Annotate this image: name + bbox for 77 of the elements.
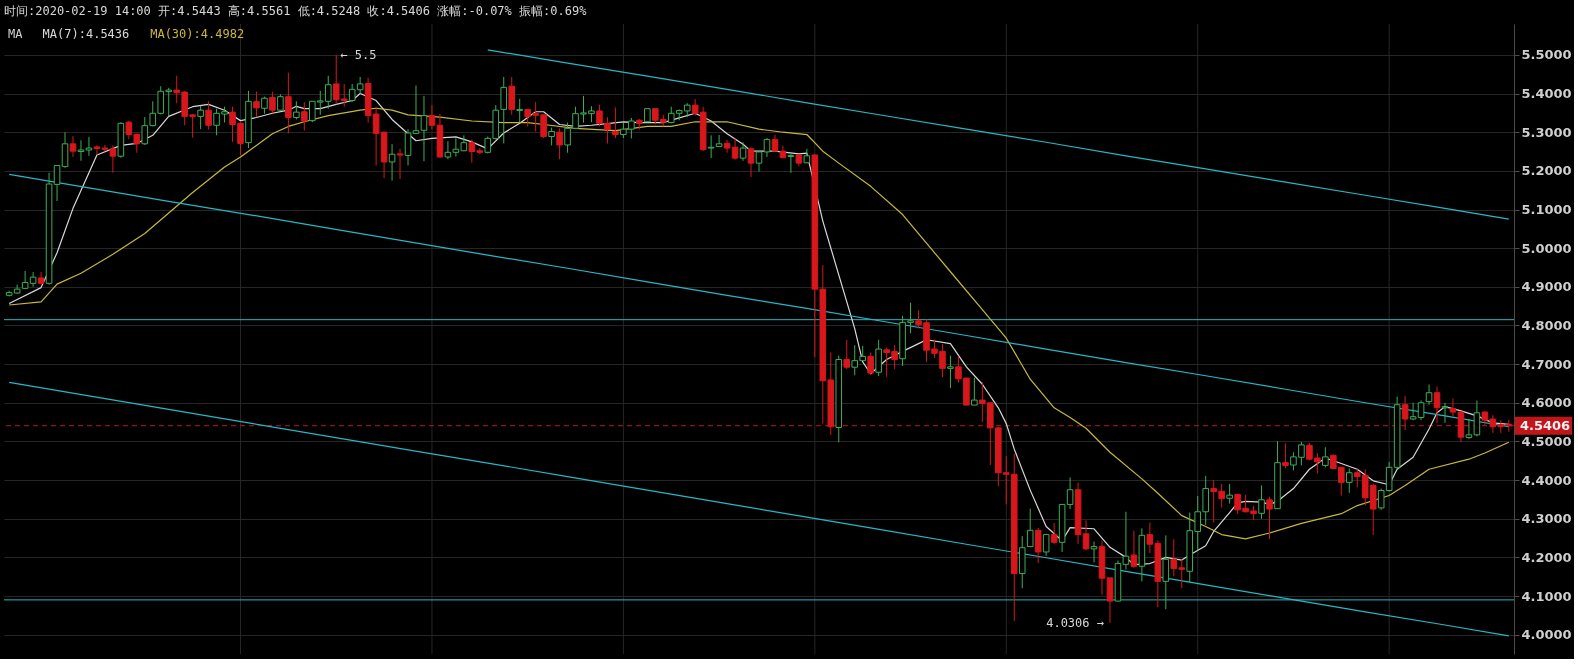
y-tick-label: 4.8000 [1521,317,1572,333]
candlestick [85,136,93,157]
candlestick [61,131,69,169]
candlestick [269,91,276,114]
candlestick [875,339,882,377]
chart-title: 时间:2020-02-19 14:00 开:4.5443 高:4.5561 低:4.5248 收:4.5406 涨幅:-0.07% 振幅:0.69% [4,3,588,18]
y-tick-label: 4.0000 [1521,627,1572,643]
candlestick [205,100,212,131]
line-series [8,381,1510,637]
candlestick [1034,527,1042,564]
candlestick [1345,467,1353,494]
candlestick [412,84,420,135]
y-tick-label: 5.1000 [1521,202,1572,218]
y-tick-label: 5.0000 [1521,240,1572,256]
y-tick-label: 4.3000 [1521,511,1572,527]
candlestick [1441,402,1449,424]
candlestick [1425,384,1433,406]
candlestick [1026,508,1034,548]
line-series [487,49,1510,220]
candlestick [787,153,795,174]
candlestick [1106,577,1114,624]
candlestick [1162,534,1170,610]
candlestick [1226,483,1233,505]
candlestick [293,100,300,120]
legend-title: MA [8,27,24,41]
candlestick [1401,395,1409,431]
candlestick [404,128,412,166]
candlestick [77,139,85,162]
candlestick [253,91,260,118]
candlestick [508,76,516,116]
y-tick-label: 4.2000 [1521,549,1572,565]
ref-line-label: 4.5406 [1520,417,1571,433]
candlestick [1050,522,1058,545]
candlestick [612,106,619,139]
y-tick-label: 5.4000 [1521,86,1572,102]
candlestick [197,105,204,130]
candlestick [500,76,508,144]
candlestick [1090,541,1098,563]
candlestick [388,143,396,182]
y-tick-label: 5.3000 [1521,124,1572,140]
candlestick [516,98,523,124]
candlestick [755,151,763,173]
candlestick [971,377,978,406]
candlestick [69,135,77,158]
candlestick [947,355,954,389]
candlestick [867,352,874,376]
candlestick [1322,446,1329,468]
candlestick [1130,530,1138,569]
y-tick-label: 5.5000 [1521,47,1572,63]
candlestick [556,127,563,160]
y-tick-label: 5.2000 [1521,163,1572,179]
candlestick [1266,496,1273,540]
y-tick-label: 4.7000 [1521,356,1572,372]
text: MA(30):4.4982 [150,27,245,41]
candlestick [420,95,428,162]
candlestick [739,141,747,162]
candlestick [396,148,404,180]
candlestick [285,72,292,134]
candlestick [843,339,851,370]
candlestick [1282,442,1289,469]
annotation: ← 5.5 [340,47,377,62]
y-tick-label: 4.9000 [1521,279,1572,295]
candlestick [1258,484,1265,520]
candlestick [763,137,771,158]
candlestick [747,146,755,178]
y-tick-label: 4.1000 [1521,588,1572,604]
annotation: 4.0306 → [1046,615,1104,630]
candlestick [37,271,45,285]
candlestick [1433,386,1441,424]
candlestick [715,134,723,148]
y-tick-label: 4.5000 [1521,433,1572,449]
candlestick [707,134,715,159]
y-tick-label: 4.6000 [1521,395,1572,411]
text: MA(7):4.5436 [42,27,130,41]
candlestick [301,101,308,132]
candlestick [1449,398,1457,418]
y-tick-label: 4.4000 [1521,472,1572,488]
